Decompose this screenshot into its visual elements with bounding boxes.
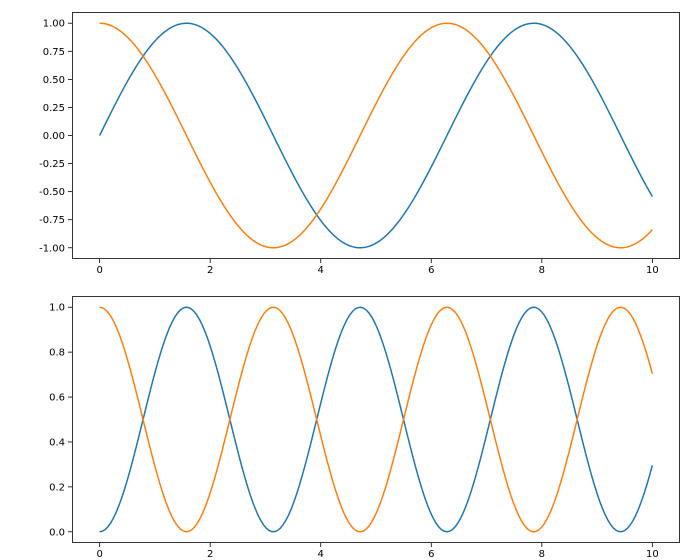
x-tick-label: 8: [539, 549, 545, 560]
chart-svg-top: 0246810-1.00-0.75-0.50-0.250.000.250.500…: [72, 12, 680, 259]
y-tick-label: 0.8: [49, 348, 65, 359]
y-tick-label: 0.6: [49, 393, 65, 404]
y-tick-label: -0.50: [39, 187, 65, 198]
chart-panel-top: 0246810-1.00-0.75-0.50-0.250.000.250.500…: [72, 12, 680, 259]
y-tick-label: -0.75: [39, 215, 65, 226]
y-tick-label: 0.0: [49, 527, 65, 538]
series-line: [100, 307, 653, 532]
x-tick-label: 10: [646, 265, 659, 276]
x-tick-label: 8: [539, 265, 545, 276]
y-tick-label: 0.00: [43, 131, 65, 142]
y-tick-label: 0.2: [49, 482, 65, 493]
axes-spine: [73, 13, 680, 259]
x-tick-label: 4: [318, 549, 324, 560]
y-tick-label: 0.4: [49, 437, 65, 448]
x-tick-label: 6: [428, 549, 434, 560]
x-tick-label: 10: [646, 549, 659, 560]
figure: 0246810-1.00-0.75-0.50-0.250.000.250.500…: [0, 0, 700, 560]
chart-svg-bottom: 02468100.00.20.40.60.81.0: [72, 296, 680, 543]
y-tick-label: 0.75: [43, 47, 65, 58]
series-line: [100, 23, 653, 248]
series-line: [100, 307, 653, 532]
chart-panel-bottom: 02468100.00.20.40.60.81.0: [72, 296, 680, 543]
y-tick-label: 0.25: [43, 103, 65, 114]
x-tick-label: 0: [96, 549, 102, 560]
x-tick-label: 0: [96, 265, 102, 276]
series-line: [100, 23, 653, 248]
x-tick-label: 4: [318, 265, 324, 276]
y-tick-label: 0.50: [43, 75, 65, 86]
y-tick-label: -1.00: [39, 243, 65, 254]
y-tick-label: 1.0: [49, 303, 65, 314]
x-tick-label: 2: [207, 549, 213, 560]
y-tick-label: -0.25: [39, 159, 65, 170]
y-tick-label: 1.00: [43, 19, 65, 30]
x-tick-label: 6: [428, 265, 434, 276]
x-tick-label: 2: [207, 265, 213, 276]
axes-spine: [73, 297, 680, 543]
